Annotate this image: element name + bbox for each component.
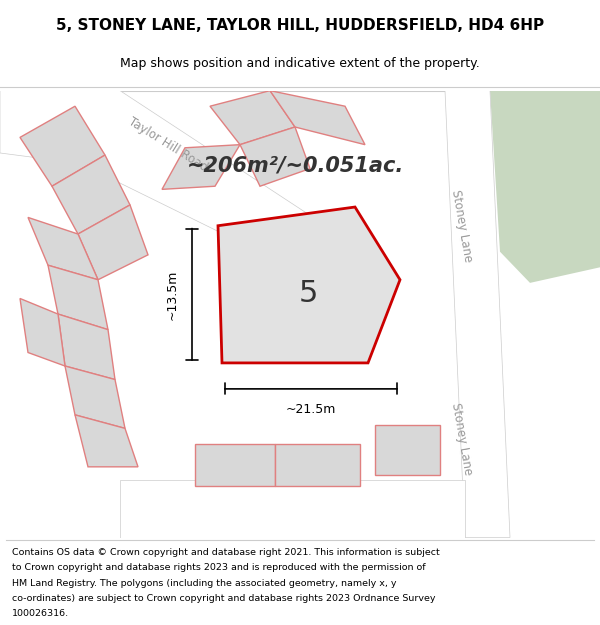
Text: Contains OS data © Crown copyright and database right 2021. This information is : Contains OS data © Crown copyright and d… [12, 548, 440, 557]
Polygon shape [240, 127, 310, 186]
Polygon shape [0, 91, 310, 257]
Text: Map shows position and indicative extent of the property.: Map shows position and indicative extent… [120, 57, 480, 70]
Text: Stoney Lane: Stoney Lane [449, 189, 475, 263]
Text: to Crown copyright and database rights 2023 and is reproduced with the permissio: to Crown copyright and database rights 2… [12, 563, 425, 572]
Polygon shape [162, 144, 240, 189]
Text: Taylor Hill Road: Taylor Hill Road [126, 115, 210, 174]
Polygon shape [28, 217, 98, 280]
Text: 5: 5 [298, 279, 317, 308]
Text: ~13.5m: ~13.5m [166, 269, 179, 319]
Text: 5, STONEY LANE, TAYLOR HILL, HUDDERSFIELD, HD4 6HP: 5, STONEY LANE, TAYLOR HILL, HUDDERSFIEL… [56, 18, 544, 33]
Polygon shape [210, 91, 295, 144]
Text: co-ordinates) are subject to Crown copyright and database rights 2023 Ordnance S: co-ordinates) are subject to Crown copyr… [12, 594, 436, 603]
Text: ~206m²/~0.051ac.: ~206m²/~0.051ac. [187, 156, 404, 176]
Polygon shape [445, 91, 510, 538]
Polygon shape [65, 366, 125, 428]
Polygon shape [375, 425, 440, 475]
Polygon shape [195, 444, 275, 486]
Polygon shape [58, 314, 115, 379]
Polygon shape [48, 265, 108, 329]
Polygon shape [270, 91, 365, 144]
Polygon shape [120, 481, 465, 538]
Polygon shape [78, 205, 148, 280]
Polygon shape [75, 415, 138, 467]
Polygon shape [490, 91, 600, 283]
Text: 100026316.: 100026316. [12, 609, 69, 618]
Polygon shape [218, 207, 400, 363]
Polygon shape [52, 155, 130, 234]
Text: Stoney Lane: Stoney Lane [449, 402, 475, 476]
Text: HM Land Registry. The polygons (including the associated geometry, namely x, y: HM Land Registry. The polygons (includin… [12, 579, 397, 587]
Polygon shape [20, 106, 105, 186]
Polygon shape [275, 444, 360, 486]
Text: ~21.5m: ~21.5m [286, 403, 336, 416]
Polygon shape [20, 299, 65, 366]
